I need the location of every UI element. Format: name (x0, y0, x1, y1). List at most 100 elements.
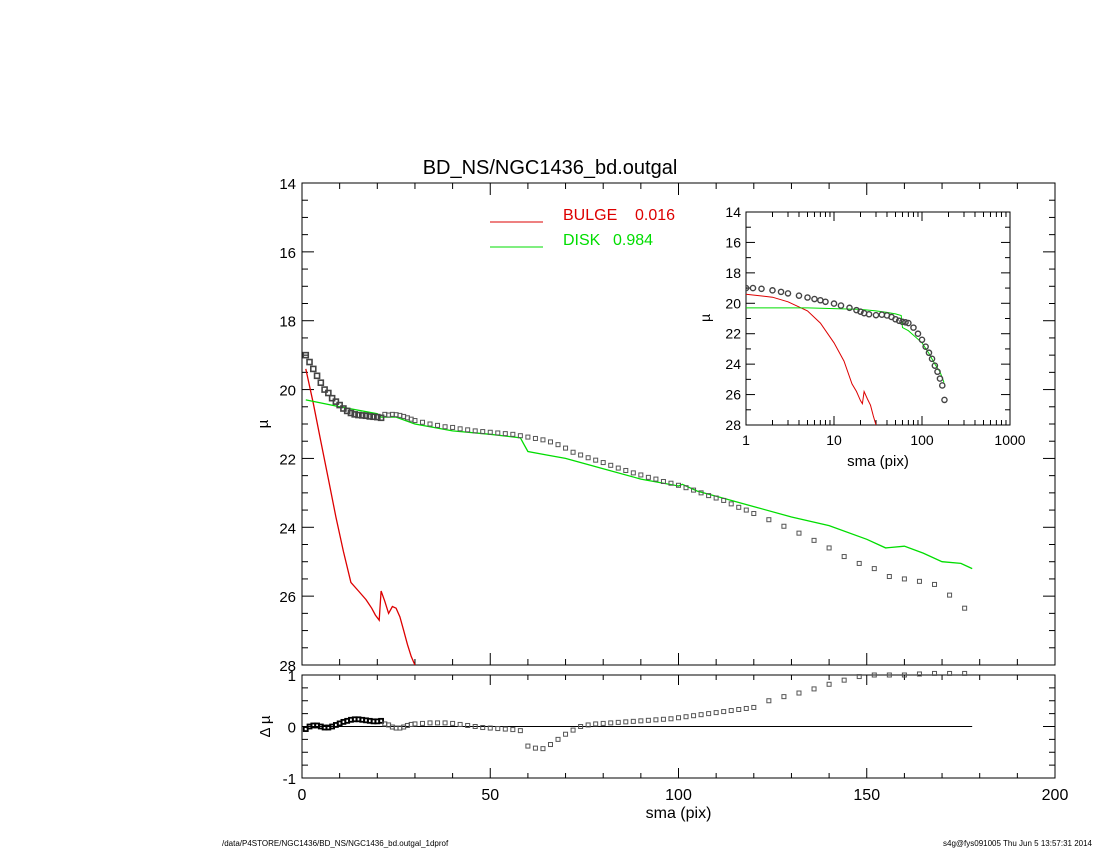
inset-data-point (769, 287, 776, 294)
inset-data-point (928, 355, 936, 363)
residual-data-point (495, 726, 501, 732)
main-data-point (302, 351, 310, 359)
main-y-tick-label: 14 (279, 176, 296, 193)
main-series-bulge-line (305, 368, 416, 665)
residual-data-point (487, 725, 493, 731)
inset-panel (745, 211, 1011, 426)
main-data-point (450, 424, 456, 430)
residual-data-point (653, 717, 659, 723)
residual-data-point (525, 743, 531, 749)
main-data-point (306, 358, 313, 366)
x-tick-label: 0 (298, 787, 307, 804)
main-data-point (871, 566, 877, 572)
x-tick-label: 100 (665, 787, 692, 804)
inset-y-tick-label: 14 (725, 204, 741, 220)
residual-data-point (465, 722, 471, 728)
footer-timestamp: s4g@fys091005 Thu Jun 5 13:57:31 2014 (943, 839, 1092, 848)
residual-data-point (706, 711, 712, 717)
residual-data-point (947, 670, 953, 676)
residual-y-tick-label: 1 (288, 668, 296, 685)
residual-data-point (886, 672, 892, 678)
inset-data-point (902, 319, 909, 326)
x-axis-label: sma (pix) (646, 805, 712, 822)
main-data-point (457, 426, 463, 432)
residual-data-point (480, 725, 486, 731)
main-data-point (676, 482, 681, 488)
residual-data-point (585, 722, 591, 728)
main-data-point (347, 409, 355, 417)
main-data-point (947, 592, 953, 598)
main-data-point (766, 517, 772, 523)
legend-label-disk: DISK (563, 232, 601, 249)
main-data-point (721, 497, 727, 503)
inset-x-tick-label: 100 (910, 432, 934, 448)
residual-data-point (901, 672, 907, 678)
main-data-point (653, 476, 659, 482)
residual-data-point (578, 724, 584, 729)
inset-y-tick-label: 22 (725, 326, 741, 342)
residual-data-point (547, 742, 553, 748)
main-data-point (532, 435, 538, 441)
main-data-point (570, 449, 576, 455)
main-data-point (336, 401, 343, 409)
main-data-point (698, 490, 704, 496)
residual-data-point (691, 713, 697, 719)
residual-data-point (660, 716, 666, 722)
main-data-point (419, 419, 425, 425)
residual-data-point (766, 698, 772, 704)
x-tick-label: 200 (1042, 787, 1069, 804)
inset-data-point (936, 375, 944, 382)
main-data-point (706, 493, 712, 499)
inset-data-point (865, 310, 873, 318)
inset-data-point (746, 284, 750, 292)
main-data-point (668, 480, 674, 486)
inset-x-tick-label: 1000 (994, 432, 1025, 448)
residual-data-point (502, 726, 508, 732)
footer-file-path: /data/P4STORE/NGC1436/BD_NS/NGC1436_bd.o… (222, 839, 449, 848)
inset-data-point (822, 298, 829, 306)
x-tick-label: 150 (853, 787, 880, 804)
inset-data-point (922, 343, 929, 350)
main-data-point (751, 511, 757, 517)
residual-data-point (540, 746, 546, 752)
main-data-point (358, 412, 366, 419)
inset-data-point (837, 302, 845, 309)
inset-y-tick-label: 26 (725, 387, 741, 403)
residual-data-point (796, 690, 802, 696)
residual-data-point (419, 720, 425, 726)
main-data (302, 351, 973, 665)
main-y-tick-label: 16 (279, 245, 296, 262)
inset-y-tick-label: 16 (725, 234, 741, 250)
main-panel (301, 182, 1056, 666)
residual-data-point (713, 710, 719, 716)
residual-data-point (683, 714, 689, 720)
residual-data-point (570, 727, 576, 733)
residual-data-point (435, 720, 441, 726)
residual-y-axis-label: Δ µ (257, 715, 274, 737)
main-data-point (578, 452, 584, 458)
x-tick-label: 50 (481, 787, 499, 804)
inset-x-axis-label: sma (pix) (847, 453, 909, 470)
inset-data-point (938, 382, 946, 389)
main-data-point (916, 578, 922, 584)
inset-y-tick-label: 18 (725, 265, 741, 281)
main-data-point (487, 429, 493, 435)
residual-data-point (811, 686, 817, 692)
residual-data-point (510, 727, 516, 733)
main-data-point (412, 418, 418, 424)
main-data-point (332, 398, 340, 405)
main-data-point (555, 442, 561, 448)
main-data-point (465, 427, 471, 433)
main-data-point (826, 545, 832, 551)
residual-data-point (751, 704, 757, 710)
inset-data-point (811, 295, 818, 303)
main-data-point (547, 439, 553, 445)
residual-data-point (472, 724, 478, 729)
main-data-point (435, 422, 441, 428)
residual-data-point (630, 718, 636, 724)
main-data-point (313, 372, 321, 380)
main-data-point (495, 430, 501, 436)
inset-data-point (925, 349, 933, 357)
inset-data-point (777, 288, 785, 296)
